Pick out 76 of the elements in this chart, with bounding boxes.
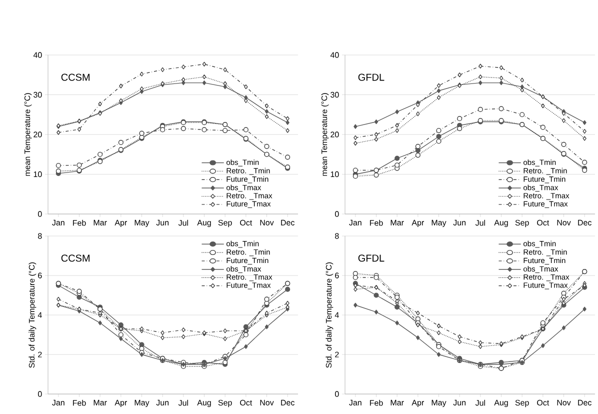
- x-tick-label: Mar: [94, 220, 107, 226]
- x-tick-label: Nov: [260, 220, 274, 226]
- x-tick-label: Apr: [412, 400, 424, 408]
- x-tick-label: Aug: [494, 400, 508, 408]
- x-tick-label: Apr: [412, 220, 424, 228]
- x-tick-label: Aug: [197, 400, 211, 408]
- y-tick-label: 0: [38, 211, 42, 217]
- y-tick-label: 40: [33, 52, 42, 58]
- x-tick-label: Nov: [260, 400, 274, 406]
- x-tick-label: Jul: [475, 400, 486, 406]
- x-tick-label: Jul: [178, 220, 188, 226]
- x-tick-label: Dec: [281, 400, 294, 406]
- x-tick-label: Dec: [281, 220, 294, 226]
- x-tick-label: Jun: [453, 220, 466, 226]
- x-tick-label: Feb: [370, 400, 383, 406]
- x-tick-label: Aug: [494, 220, 508, 228]
- x-tick-label: Oct: [537, 220, 550, 226]
- x-tick-label: Jan: [349, 220, 362, 226]
- x-tick-label: Feb: [73, 220, 86, 226]
- x-tick-label: Jan: [349, 400, 362, 406]
- y-tick-label: 6: [38, 272, 42, 278]
- text: CCSM: [61, 74, 90, 81]
- x-tick-label: Aug: [197, 220, 211, 228]
- y-axis-title: Std. of daily Temperature (°C): [28, 262, 36, 368]
- x-tick-label: Sep: [218, 400, 232, 408]
- y-tick-label: 0: [335, 391, 339, 397]
- x-tick-label: Jun: [156, 220, 169, 226]
- y-tick-label: 8: [38, 233, 42, 239]
- y-tick-label: 4: [334, 312, 339, 318]
- x-tick-label: Feb: [73, 400, 86, 406]
- x-tick-label: Sep: [515, 400, 529, 408]
- y-axis-title: Std. of daily Temperature (°C): [326, 262, 334, 368]
- text: GFDL: [358, 254, 384, 262]
- y-tick-label: 30: [34, 92, 42, 98]
- y-tick-label: 2: [38, 352, 42, 358]
- y-tick-label: 40: [330, 52, 339, 58]
- x-tick-label: Oct: [537, 400, 550, 406]
- y-tick-label: 8: [335, 233, 339, 239]
- x-tick-label: Dec: [578, 400, 592, 406]
- text: CCSM: [61, 254, 90, 262]
- y-tick-label: 0: [38, 391, 42, 397]
- y-tick-label: 6: [335, 272, 339, 278]
- x-tick-label: May: [134, 400, 150, 408]
- y-tick-label: 0: [335, 211, 339, 217]
- x-tick-label: Mar: [390, 220, 404, 226]
- x-tick-label: Jun: [156, 400, 169, 406]
- y-axis-title: mean Temperature (°C): [321, 93, 329, 176]
- x-tick-label: Mar: [94, 400, 107, 406]
- y-tick-label: 4: [38, 312, 42, 318]
- x-tick-label: Jan: [52, 220, 64, 226]
- x-tick-label: Nov: [557, 220, 571, 226]
- x-tick-label: May: [432, 220, 446, 228]
- x-tick-label: Oct: [240, 220, 252, 226]
- text: GFDL: [358, 74, 384, 81]
- y-tick-label: 20: [330, 132, 339, 138]
- x-tick-label: Sep: [515, 220, 529, 228]
- x-tick-label: Oct: [240, 400, 252, 406]
- x-tick-label: Apr: [114, 220, 128, 228]
- x-tick-label: Dec: [578, 220, 592, 226]
- x-tick-label: Apr: [114, 400, 128, 408]
- x-tick-label: Feb: [370, 220, 383, 226]
- y-tick-label: 20: [34, 132, 42, 138]
- y-tick-label: 30: [330, 92, 339, 98]
- y-tick-label: 10: [330, 171, 339, 178]
- y-tick-label: 10: [34, 171, 42, 178]
- x-tick-label: May: [134, 220, 150, 228]
- x-tick-label: Jun: [453, 400, 466, 406]
- x-tick-label: Jul: [178, 400, 188, 406]
- x-tick-label: May: [432, 400, 446, 408]
- x-tick-label: Jul: [475, 220, 486, 226]
- x-tick-label: Nov: [557, 400, 571, 406]
- y-tick-label: 2: [335, 352, 339, 358]
- x-tick-label: Sep: [218, 220, 232, 228]
- x-tick-label: Jan: [52, 400, 64, 406]
- x-tick-label: Mar: [390, 400, 404, 406]
- y-axis-title: mean Temperature (°C): [24, 93, 32, 176]
